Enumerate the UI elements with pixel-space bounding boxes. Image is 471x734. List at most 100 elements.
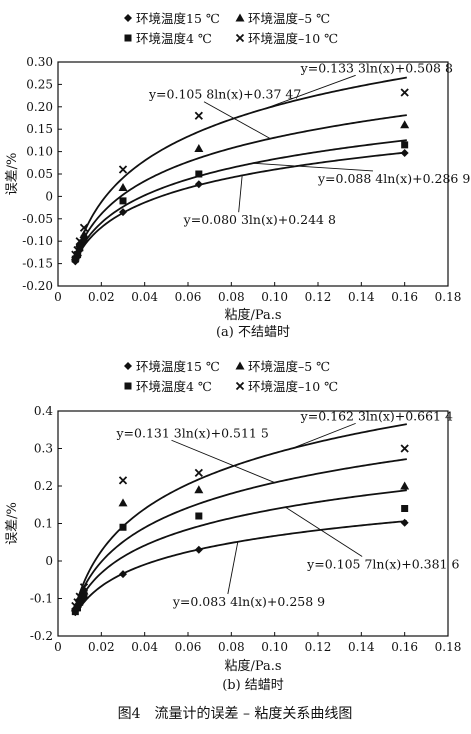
x-tick-label: 0.08 <box>218 640 245 654</box>
fit-equation-label: y=0.133 3ln(x)+0.508 8 <box>300 60 453 75</box>
fit-equation-label: y=0.131 3ln(x)+0.511 5 <box>116 425 269 440</box>
y-axis-title: 误差/% <box>5 502 20 545</box>
x-tick-label: 0.04 <box>131 290 158 304</box>
fit-equation-label: y=0.105 7ln(x)+0.381 6 <box>306 557 459 572</box>
equation-leader-line <box>252 162 374 172</box>
data-point-diamond <box>400 148 409 157</box>
chart-a: 0 0.02 0.04 0.06 0.08 0.10 0.12 0.14 0.16 0.18 -0.… <box>5 11 470 340</box>
fit-equation-label: y=0.080 3ln(x)+0.244 8 <box>183 212 336 227</box>
y-tick-label: 0.4 <box>34 404 53 418</box>
data-point-triangle <box>194 143 204 152</box>
data-point-triangle <box>70 252 80 261</box>
x-axis-title: 粘度/Pa.s <box>224 658 281 674</box>
equation-leader-line <box>203 101 271 140</box>
data-point-x <box>194 468 203 478</box>
y-tick-label: 0.1 <box>34 517 53 531</box>
data-point-triangle <box>79 229 89 238</box>
data-point-diamond <box>400 518 409 527</box>
y-tick-label: 0 <box>45 189 53 203</box>
fit-curve <box>74 458 407 609</box>
chart-b: 0 0.02 0.04 0.06 0.08 0.10 0.12 0.14 0.16 0.18-0.… <box>5 359 461 693</box>
data-point-square <box>401 505 409 512</box>
x-tick-label: 0.14 <box>348 290 375 304</box>
fit-curve <box>74 114 407 259</box>
legend-marker-x <box>235 33 245 43</box>
equation-leader-line <box>285 506 363 557</box>
y-tick-label: -0.10 <box>22 234 53 248</box>
data-point-x <box>118 476 128 485</box>
x-tick-label: 0.06 <box>175 640 202 654</box>
fit-equation-label: y=0.083 4ln(x)+0.258 9 <box>172 594 325 609</box>
x-tick-label: 0.08 <box>218 290 245 304</box>
data-point-square <box>401 141 409 149</box>
data-point-triangle <box>400 481 410 490</box>
data-point-diamond <box>194 180 203 189</box>
data-point-x <box>400 88 409 97</box>
data-point-square <box>76 598 84 606</box>
data-point-triangle <box>118 182 128 191</box>
legend-marker-diamond <box>124 362 132 370</box>
x-axis-title: 粘度/Pa.s <box>224 307 281 323</box>
data-point-x <box>194 111 203 120</box>
x-tick-label: 0 <box>54 640 62 654</box>
fit-curve <box>74 520 407 617</box>
legend-marker-triangle <box>235 13 245 22</box>
fit-equation-label: y=0.105 8ln(x)+0.37 47 <box>148 87 301 102</box>
legend-marker-square <box>124 382 132 390</box>
legend-label: 环境温度–10 ℃ <box>248 31 338 46</box>
data-point-diamond <box>119 570 127 579</box>
data-point-square <box>195 170 203 178</box>
equation-leader-line <box>171 439 275 483</box>
x-tick-label: 0.04 <box>131 640 158 654</box>
legend-label: 环境温度–5 ℃ <box>248 11 330 26</box>
y-tick-label: 0.10 <box>26 145 53 159</box>
x-tick-label: 0.14 <box>348 640 375 654</box>
fit-curve <box>74 489 407 611</box>
x-tick-label: 0 <box>54 290 62 304</box>
equation-leader-line <box>238 175 243 213</box>
fit-curve <box>74 139 407 261</box>
fit-curve <box>74 76 407 259</box>
equation-leader-line <box>263 74 356 110</box>
legend-marker-triangle <box>235 361 245 370</box>
x-tick-label: 0.02 <box>88 640 115 654</box>
y-tick-label: -0.1 <box>30 592 53 606</box>
fit-curve <box>74 423 407 609</box>
y-tick-label: -0.20 <box>22 279 53 293</box>
y-tick-label: 0.30 <box>26 55 53 69</box>
data-point-x <box>73 598 82 607</box>
y-tick-label: 0.2 <box>34 479 53 493</box>
data-point-diamond <box>119 208 127 217</box>
y-axis-title: 误差/% <box>5 153 20 196</box>
data-point-x <box>79 223 89 232</box>
legend-label: 环境温度15 ℃ <box>136 11 220 26</box>
data-point-x <box>75 237 84 246</box>
x-tick-label: 0.16 <box>391 290 418 304</box>
data-point-square <box>119 523 127 531</box>
y-tick-label: 0 <box>45 554 53 568</box>
legend-marker-diamond <box>124 14 132 22</box>
y-tick-label: 0.05 <box>26 167 53 181</box>
data-point-triangle <box>79 586 89 595</box>
data-point-x <box>75 592 84 601</box>
legend-label: 环境温度–10 ℃ <box>248 379 338 394</box>
data-point-triangle <box>118 498 128 507</box>
data-point-diamond <box>194 545 203 554</box>
legend-label: 环境温度15 ℃ <box>136 359 220 374</box>
data-point-x <box>71 250 80 259</box>
data-point-x <box>79 583 89 592</box>
x-tick-label: 0.18 <box>435 640 462 654</box>
x-tick-label: 0.12 <box>305 640 332 654</box>
legend-marker-x <box>235 381 245 391</box>
y-tick-label: -0.15 <box>22 257 53 271</box>
data-point-square <box>119 197 127 205</box>
y-tick-label: 0.25 <box>26 77 53 91</box>
x-tick-label: 0.02 <box>88 290 115 304</box>
legend-label: 环境温度–5 ℃ <box>248 359 330 374</box>
data-point-square <box>71 608 79 616</box>
y-tick-label: -0.05 <box>22 212 53 226</box>
data-point-square <box>195 512 203 520</box>
equation-leader-line <box>227 541 239 595</box>
legend-marker-square <box>124 34 132 42</box>
legend-label: 环境温度4 ℃ <box>136 379 212 394</box>
